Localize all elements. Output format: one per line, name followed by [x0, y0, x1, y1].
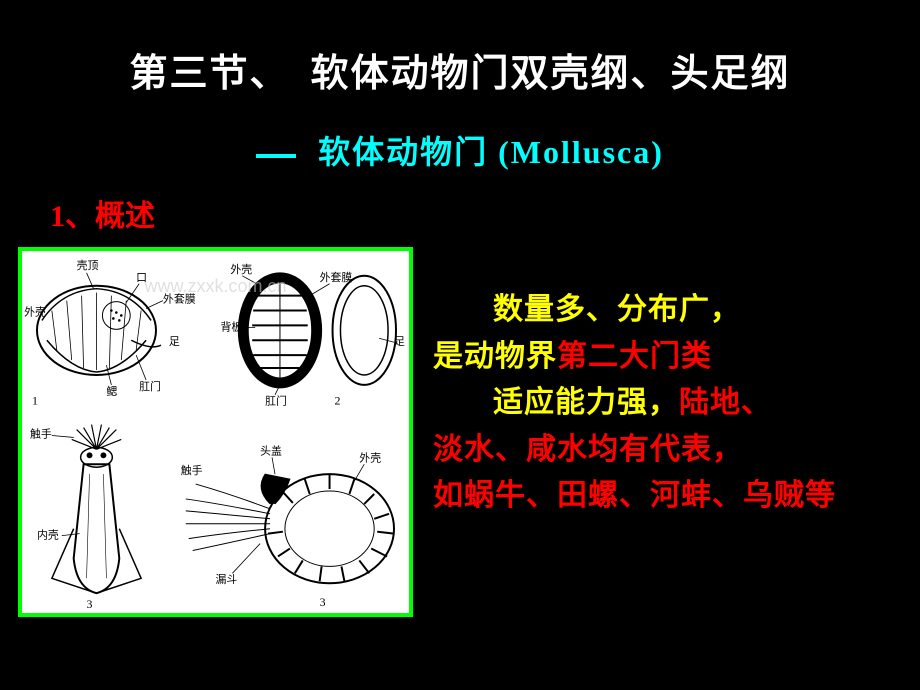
body-line3-b: 陆地、 — [679, 386, 772, 419]
label-shell-tl: 外壳 — [24, 304, 46, 318]
label-foot-tl: 足 — [169, 336, 180, 348]
nautilus-diagram: 触手 头盖 外壳 漏斗 3 — [181, 443, 394, 609]
body-line3-a: 适应能力强， — [433, 380, 679, 427]
body-line2-a: 是动物界 — [433, 340, 557, 373]
section-label: 1、概述 — [50, 191, 920, 235]
body-line1: 数量多、分布广， — [433, 287, 902, 334]
svg-text:1: 1 — [32, 394, 38, 408]
label-anus-tl: 肛门 — [139, 379, 161, 393]
label-inner-shell: 内壳 — [37, 528, 59, 542]
label-hood: 头盖 — [260, 443, 282, 457]
label-shell-tr: 外壳 — [230, 262, 252, 276]
watermark-text: www.zxxk.com.cn — [144, 276, 286, 297]
squid-diagram: 触手 内壳 3 — [30, 425, 141, 611]
label-shell-br: 外壳 — [359, 450, 381, 464]
label-tentacle-br: 触手 — [181, 463, 203, 477]
body-text: 数量多、分布广， 是动物界第二大门类 适应能力强，陆地、 淡水、咸水均有代表， … — [413, 247, 902, 617]
slide-title: 第三节、 软体动物门双壳纲、头足纲 — [0, 0, 920, 97]
label-anus-tr: 肛门 — [265, 394, 287, 408]
label-funnel: 漏斗 — [216, 573, 238, 586]
label-foot-tr: 足 — [394, 336, 405, 348]
slide-subtitle: 软体动物门 (Mollusca) — [0, 127, 920, 173]
label-gill: 鳃 — [106, 384, 117, 398]
label-mantle-tr: 外套膜 — [320, 271, 353, 284]
body-line3: 适应能力强，陆地、 — [433, 380, 902, 427]
dash-icon — [256, 154, 296, 158]
svg-text:3: 3 — [87, 597, 93, 611]
subtitle-latin: (Mollusca) — [498, 134, 664, 170]
content-row: www.zxxk.com.cn 壳顶 外壳 口 外套膜 — [0, 247, 920, 617]
subtitle-cn: 软体动物门 — [318, 134, 488, 170]
body-line2-b: 第二大门类 — [557, 340, 712, 373]
label-apex: 壳顶 — [77, 258, 99, 272]
diagram-panel: www.zxxk.com.cn 壳顶 外壳 口 外套膜 — [18, 247, 413, 617]
body-line2: 是动物界第二大门类 — [433, 334, 902, 381]
svg-text:3: 3 — [320, 595, 326, 609]
mollusc-diagram: 壳顶 外壳 口 外套膜 足 鳃 肛门 1 — [22, 251, 409, 613]
body-line4: 淡水、咸水均有代表， — [433, 427, 902, 474]
svg-text:2: 2 — [335, 394, 341, 408]
label-plate: 背板 — [220, 319, 242, 333]
body-line5: 如蜗牛、田螺、河蚌、乌贼等 — [433, 473, 902, 520]
label-tentacle-bl: 触手 — [30, 426, 52, 440]
